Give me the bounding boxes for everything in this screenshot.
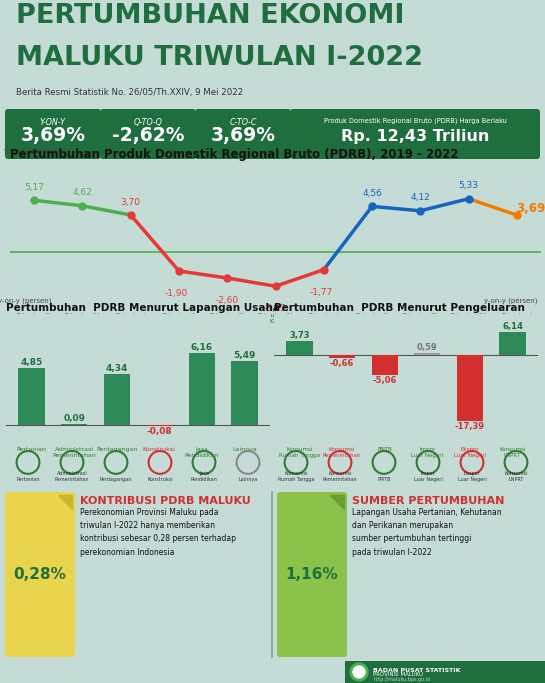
Bar xyxy=(231,361,258,425)
Text: SUMBER PERTUMBUHAN: SUMBER PERTUMBUHAN xyxy=(352,496,504,506)
Text: Pertumbuhan  PDRB Menurut Pengeluaran: Pertumbuhan PDRB Menurut Pengeluaran xyxy=(274,303,525,313)
Bar xyxy=(146,425,172,426)
FancyBboxPatch shape xyxy=(290,109,540,159)
Text: Ekspor
Luar Negeri: Ekspor Luar Negeri xyxy=(458,471,486,482)
Text: 3,69: 3,69 xyxy=(516,202,545,215)
Bar xyxy=(61,424,87,425)
Text: -0,08: -0,08 xyxy=(147,427,172,436)
Bar xyxy=(19,368,45,425)
Text: Impor
Luar Negeri: Impor Luar Negeri xyxy=(414,471,443,482)
Text: Konsumsi
Pemerintahan: Konsumsi Pemerintahan xyxy=(323,471,358,482)
Text: 3,73: 3,73 xyxy=(289,331,310,340)
Text: PMTB: PMTB xyxy=(377,477,391,482)
Text: Lainnya: Lainnya xyxy=(238,477,258,482)
Text: Lapangan Usaha Pertanian, Kehutanan
dan Perikanan merupakan
sumber pertumbuhan t: Lapangan Usaha Pertanian, Kehutanan dan … xyxy=(352,508,501,557)
Text: Konsumsi
LNPRT: Konsumsi LNPRT xyxy=(504,471,528,482)
Text: Konsumsi
Rumah Tangga: Konsumsi Rumah Tangga xyxy=(278,471,314,482)
FancyBboxPatch shape xyxy=(195,109,291,159)
Text: -1,90: -1,90 xyxy=(165,289,188,298)
Text: 4,62: 4,62 xyxy=(72,189,92,197)
Text: 3,70: 3,70 xyxy=(120,197,141,207)
Bar xyxy=(286,342,313,355)
Text: 3,69%: 3,69% xyxy=(210,126,276,145)
Text: Pertanian: Pertanian xyxy=(16,477,40,482)
Text: Pertumbuhan Produk Domestik Regional Bruto (PDRB), 2019 - 2022: Pertumbuhan Produk Domestik Regional Bru… xyxy=(10,148,458,161)
Text: y-on-y (persen): y-on-y (persen) xyxy=(485,297,538,304)
Text: 3,69%: 3,69% xyxy=(21,126,86,145)
Text: -0,66: -0,66 xyxy=(330,359,354,368)
Text: Jasa
Pendidikan: Jasa Pendidikan xyxy=(191,471,217,482)
Text: Perekonomian Provinsi Maluku pada
triwulan I-2022 hanya memberikan
kontribusi se: Perekonomian Provinsi Maluku pada triwul… xyxy=(80,508,236,557)
Text: Konstruksi: Konstruksi xyxy=(147,477,173,482)
Text: 4,56: 4,56 xyxy=(362,189,382,198)
Text: 5,33: 5,33 xyxy=(458,182,479,191)
Text: Y-ON-Y: Y-ON-Y xyxy=(40,118,66,127)
Text: KONTRIBUSI PDRB MALUKU: KONTRIBUSI PDRB MALUKU xyxy=(80,496,251,506)
Text: 0,28%: 0,28% xyxy=(14,567,66,582)
Text: y-on-y (persen): y-on-y (persen) xyxy=(4,147,59,154)
Text: -3,42: -3,42 xyxy=(264,304,287,313)
Text: Perdagangan: Perdagangan xyxy=(100,477,132,482)
Text: Q-TO-Q: Q-TO-Q xyxy=(134,118,162,127)
Text: 4,85: 4,85 xyxy=(20,359,43,367)
Text: -2,62%: -2,62% xyxy=(112,126,184,145)
Text: y-on-y (persen): y-on-y (persen) xyxy=(0,297,52,304)
Text: 6,14: 6,14 xyxy=(502,322,523,331)
Text: 1,16%: 1,16% xyxy=(286,567,338,582)
FancyBboxPatch shape xyxy=(277,492,347,657)
Bar xyxy=(104,374,130,425)
Text: MALUKU TRIWULAN I-2022: MALUKU TRIWULAN I-2022 xyxy=(16,45,423,71)
Text: -1,77: -1,77 xyxy=(310,288,332,296)
Text: C-TO-C: C-TO-C xyxy=(229,118,257,127)
Text: 4,34: 4,34 xyxy=(106,364,128,374)
Polygon shape xyxy=(58,495,72,509)
Text: -2,60: -2,60 xyxy=(216,296,239,305)
Text: PROVINSI MALUKU: PROVINSI MALUKU xyxy=(373,673,423,678)
Text: http://maluku.bps.go.id: http://maluku.bps.go.id xyxy=(373,677,430,682)
Text: 0,09: 0,09 xyxy=(63,414,85,423)
FancyBboxPatch shape xyxy=(5,109,101,159)
Text: Produk Domestik Regional Bruto (PDRB) Harga Berlaku: Produk Domestik Regional Bruto (PDRB) Ha… xyxy=(324,117,506,124)
Circle shape xyxy=(350,663,368,681)
Text: Pertumbuhan  PDRB Menurut Lapangan Usaha: Pertumbuhan PDRB Menurut Lapangan Usaha xyxy=(6,303,280,313)
Text: 5,17: 5,17 xyxy=(24,183,44,192)
Text: Rp. 12,43 Triliun: Rp. 12,43 Triliun xyxy=(341,130,489,145)
Bar xyxy=(457,355,483,421)
FancyBboxPatch shape xyxy=(5,492,75,657)
Text: 6,16: 6,16 xyxy=(191,343,213,352)
Text: -17,39: -17,39 xyxy=(455,422,485,431)
Bar xyxy=(329,355,355,358)
Text: -5,06: -5,06 xyxy=(373,376,397,385)
Text: Administrasi
Pemerintahan: Administrasi Pemerintahan xyxy=(54,471,89,482)
Text: 4,12: 4,12 xyxy=(410,193,430,202)
Bar xyxy=(189,353,215,425)
Text: 5,49: 5,49 xyxy=(233,351,256,360)
Text: PERTUMBUHAN EKONOMI: PERTUMBUHAN EKONOMI xyxy=(16,3,405,29)
Text: 0,59: 0,59 xyxy=(417,343,438,352)
FancyBboxPatch shape xyxy=(100,109,196,159)
Bar xyxy=(499,333,525,355)
Bar xyxy=(414,353,440,355)
Text: BADAN PUSAT STATISTIK: BADAN PUSAT STATISTIK xyxy=(373,667,461,673)
FancyBboxPatch shape xyxy=(345,661,545,683)
Polygon shape xyxy=(330,495,344,509)
Bar xyxy=(372,355,398,374)
Text: Berita Resmi Statistik No. 26/05/Th.XXIV, 9 Mei 2022: Berita Resmi Statistik No. 26/05/Th.XXIV… xyxy=(16,88,244,97)
Circle shape xyxy=(353,666,365,678)
